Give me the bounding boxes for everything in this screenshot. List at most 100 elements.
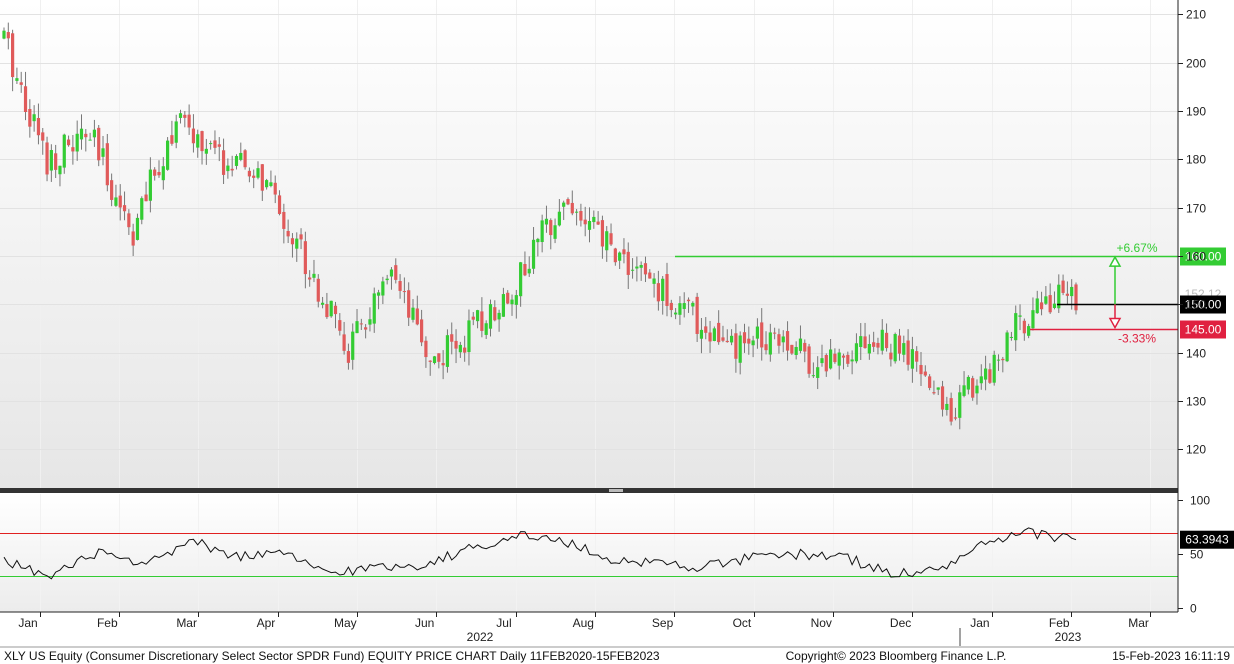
candle-up: [269, 182, 273, 187]
candle-down: [923, 371, 927, 376]
candle-down: [940, 386, 945, 410]
candle-down: [299, 234, 303, 240]
month-label: Feb: [97, 616, 118, 630]
candle-down: [717, 322, 721, 343]
candle-up: [135, 217, 140, 240]
candle-down: [23, 86, 28, 113]
candle-down: [863, 336, 867, 349]
candle-up: [553, 225, 557, 239]
candle-up: [755, 326, 760, 339]
price-tick-label: 150: [1186, 298, 1206, 312]
candle-down: [1061, 280, 1065, 293]
candle-up: [114, 197, 118, 206]
candle-down: [463, 347, 467, 353]
candle-up: [196, 134, 200, 148]
candle-up: [79, 128, 84, 140]
candle-up: [1027, 326, 1031, 336]
candle-up: [484, 323, 488, 335]
candle-down: [415, 308, 419, 325]
gain-arrow-head: [1108, 255, 1122, 267]
candle-down: [247, 170, 251, 177]
month-label: Oct: [733, 616, 752, 630]
candle-down: [506, 292, 510, 304]
candle-up: [432, 356, 437, 364]
candle-up: [587, 220, 592, 230]
candle-up: [820, 358, 824, 364]
candle-up: [234, 156, 239, 166]
candle-up: [605, 231, 609, 251]
candle-up: [295, 238, 299, 249]
candle-down: [953, 417, 958, 419]
candle-down: [493, 307, 497, 321]
candle-down: [734, 333, 738, 359]
candle-down: [884, 332, 889, 349]
candle-up: [811, 375, 815, 377]
candle-down: [19, 82, 23, 85]
candle-down: [932, 392, 936, 394]
level-tag: [1180, 295, 1226, 314]
candle-down: [364, 327, 368, 330]
candle-down: [807, 346, 811, 374]
candle-up: [351, 331, 355, 360]
candle-up: [1035, 298, 1039, 314]
candle-up: [161, 166, 165, 181]
candle-up: [794, 346, 798, 356]
candle-down: [790, 344, 794, 354]
candle-up: [256, 168, 260, 178]
candle-up: [101, 148, 105, 157]
candle-up: [531, 239, 536, 269]
candle-down: [424, 340, 428, 358]
candle-up: [618, 252, 622, 261]
candle-down: [221, 150, 226, 175]
candle-up: [209, 143, 213, 145]
candle-down: [1001, 358, 1005, 361]
candle-up: [540, 220, 544, 243]
candle-down: [6, 32, 10, 39]
candle-up: [88, 139, 92, 141]
candle-down: [437, 353, 441, 362]
rsi-value-label: 63.3943: [1185, 533, 1229, 547]
candle-up: [458, 344, 462, 353]
panel-divider[interactable]: [0, 488, 1178, 493]
candle-down: [213, 140, 217, 148]
candle-down: [282, 211, 286, 229]
candle-up: [1044, 296, 1048, 304]
candle-up: [165, 140, 170, 170]
candle-up: [1052, 303, 1057, 308]
month-label: Aug: [573, 616, 594, 630]
candle-down: [833, 353, 837, 363]
candle-down: [669, 302, 673, 311]
candle-down: [704, 326, 708, 333]
candle-up: [712, 328, 716, 341]
candle-down: [402, 291, 406, 293]
rsi-tick-label: 0: [1190, 602, 1197, 616]
gain-pct-label: +6.67%: [1116, 241, 1157, 255]
candle-down: [1048, 295, 1052, 313]
candle-down: [613, 248, 617, 263]
candle-down: [915, 351, 919, 362]
candle-down: [721, 337, 725, 341]
candle-down: [54, 153, 58, 170]
candle-up: [854, 343, 859, 362]
candle-down: [596, 221, 600, 225]
candle-up: [501, 294, 506, 317]
candle-down: [66, 139, 71, 146]
candle-down: [110, 180, 114, 200]
candle-down: [579, 210, 583, 221]
candle-up: [574, 211, 579, 213]
candle-up: [140, 198, 144, 220]
candle-up: [329, 300, 333, 317]
candle-up: [510, 299, 514, 305]
rsi-tick-label: 50: [1190, 548, 1204, 562]
candle-up: [557, 211, 561, 226]
candle-down: [303, 241, 307, 275]
price-tick-label: 190: [1186, 105, 1206, 119]
panel-divider-grip[interactable]: [609, 489, 623, 492]
candle-up: [859, 336, 863, 348]
candle-up: [239, 152, 243, 160]
candle-up: [945, 403, 949, 410]
price-tick-label: 200: [1186, 57, 1206, 71]
rsi-value-tag: [1180, 530, 1234, 549]
candle-up: [781, 336, 785, 343]
price-tick-label: 160: [1186, 250, 1206, 264]
